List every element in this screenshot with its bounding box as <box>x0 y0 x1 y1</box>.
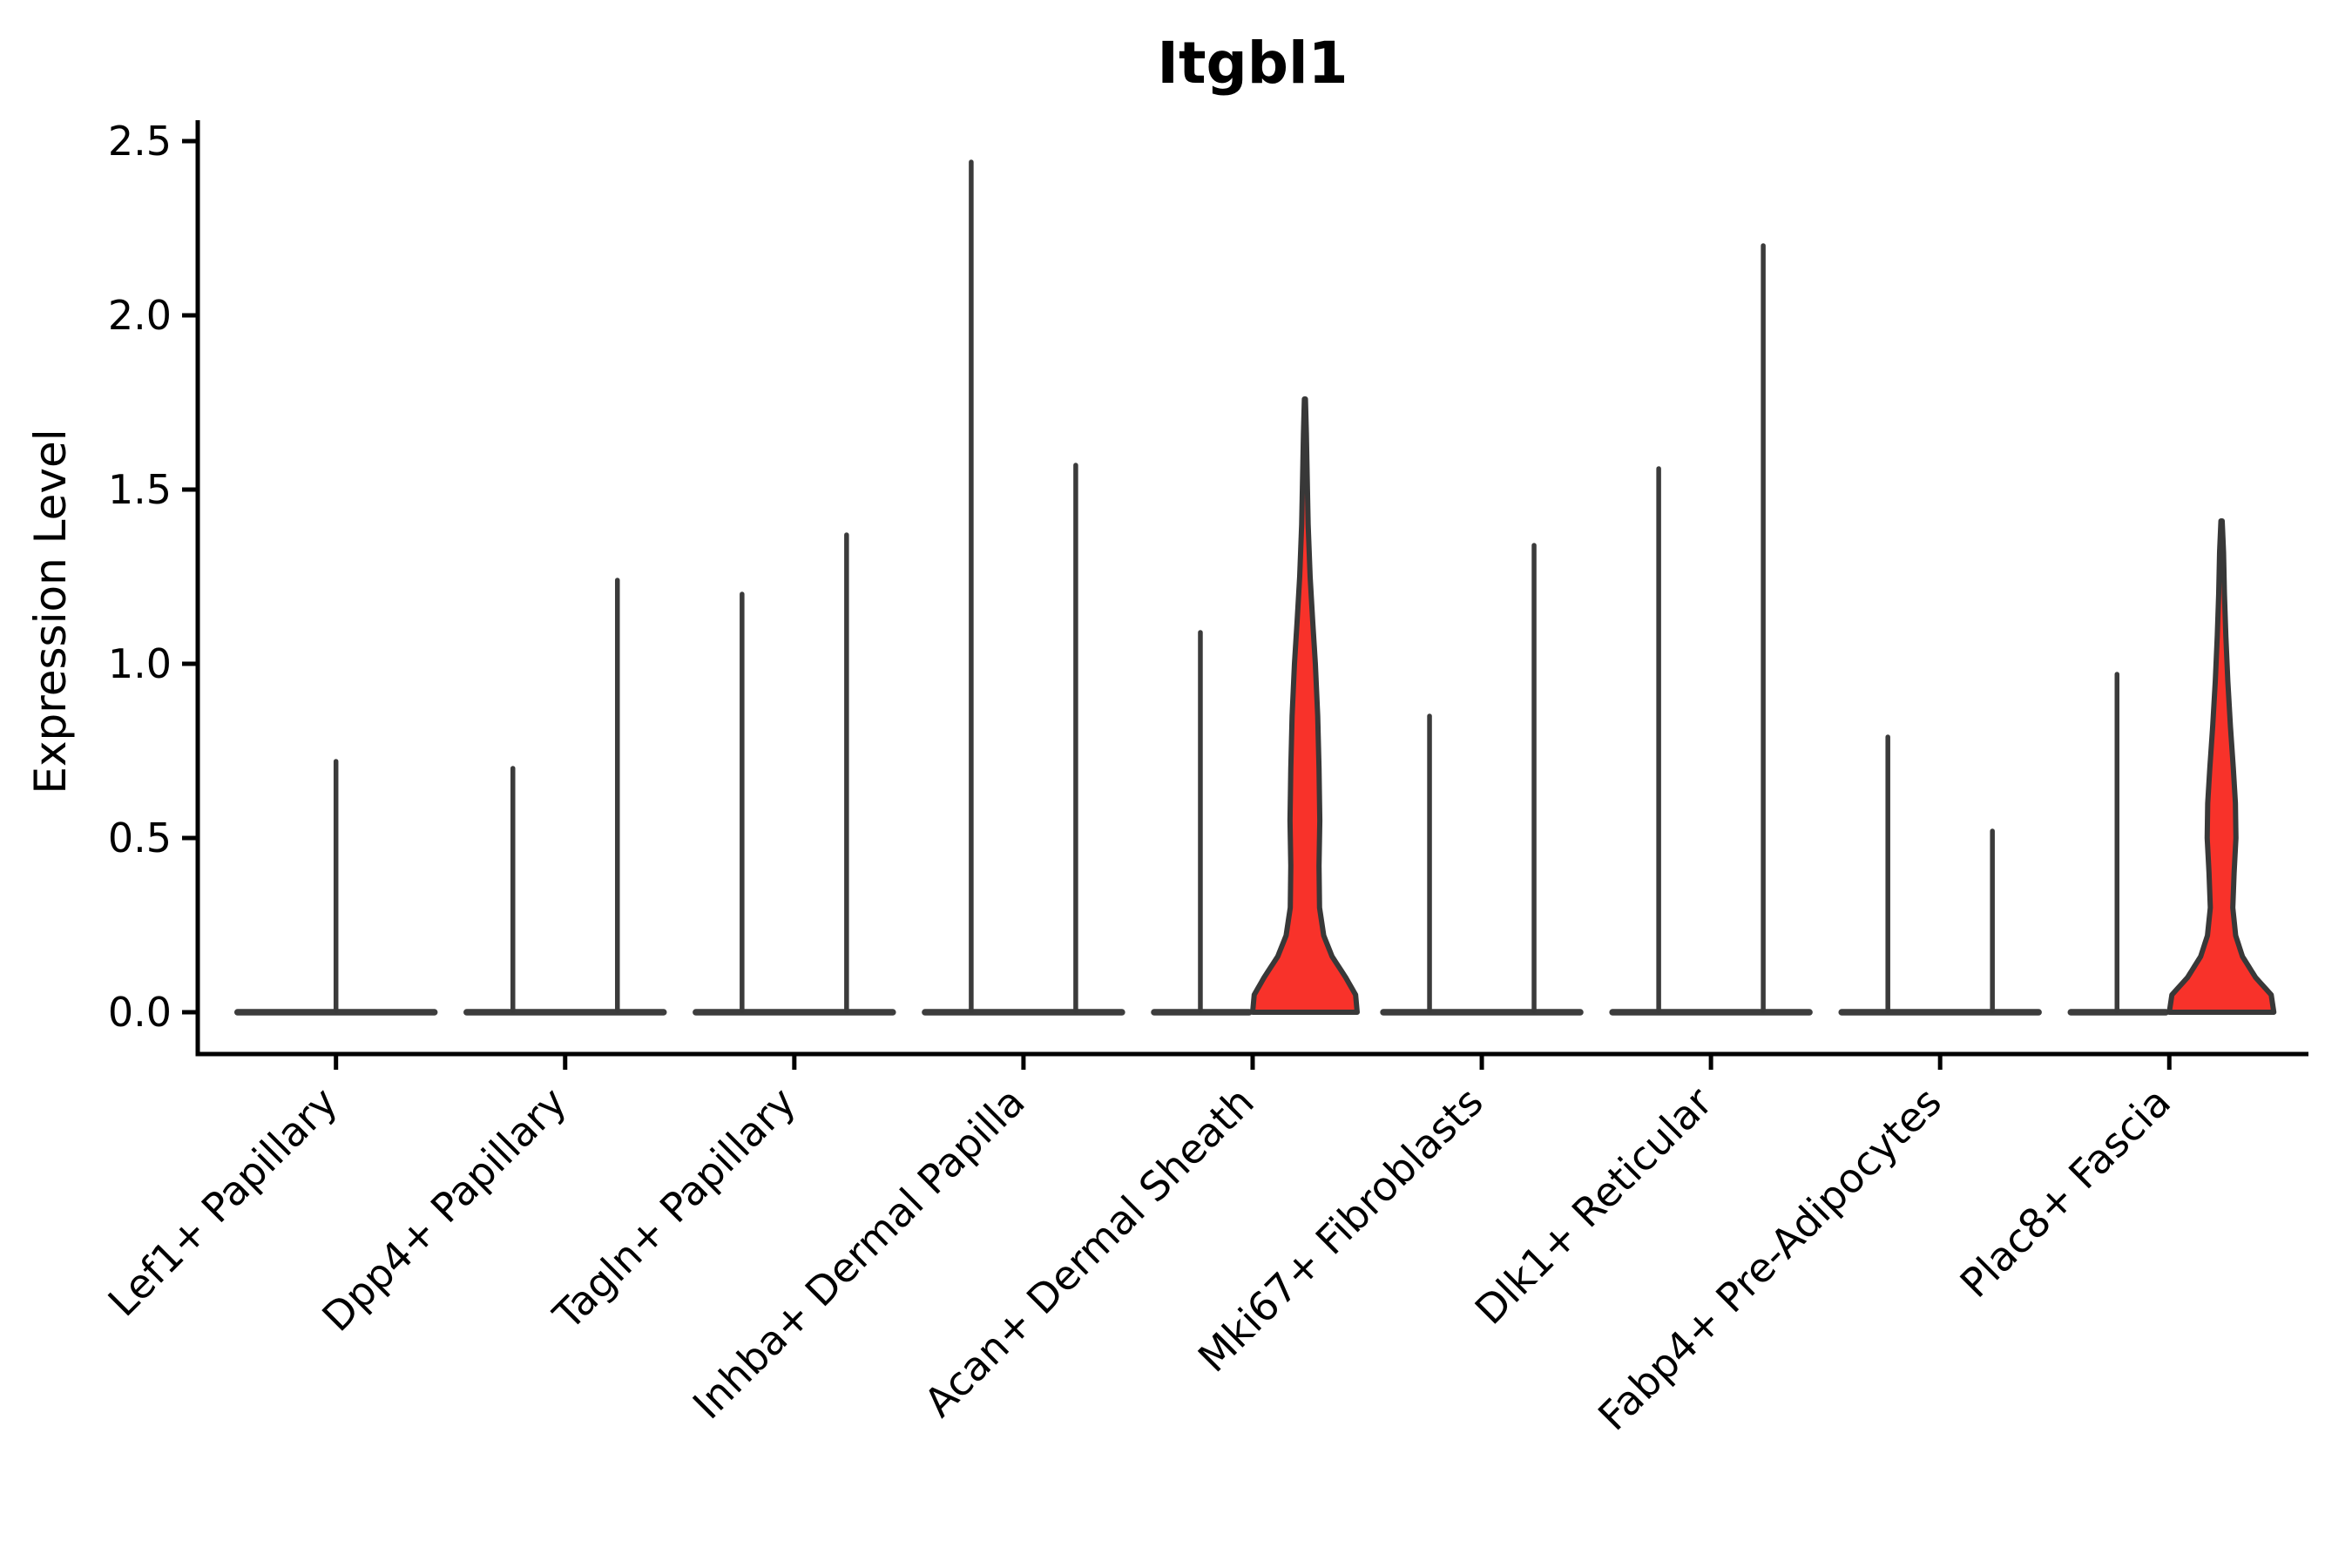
x-tick-label: Tagln+ Papillary <box>544 1078 805 1340</box>
chart-title: Itgbl1 <box>1157 30 1348 97</box>
x-tick-label: Plac8+ Fascia <box>1951 1078 2180 1307</box>
y-tick-label: 2.5 <box>108 118 172 165</box>
y-tick-label: 0.5 <box>108 814 172 862</box>
x-tick-label: Dlk1+ Reticular <box>1466 1078 1721 1334</box>
y-tick-label: 2.0 <box>108 292 172 339</box>
x-tick-label: Lef1+ Papillary <box>99 1078 347 1326</box>
y-tick-label: 0.0 <box>108 989 172 1036</box>
x-tick-label: Dpp4+ Papillary <box>313 1078 575 1341</box>
y-tick-label: 1.5 <box>108 466 172 513</box>
y-tick-label: 1.0 <box>108 640 172 687</box>
violin-kde-4-1 <box>1249 396 1360 1015</box>
violin-kde-8-1 <box>2166 518 2277 1015</box>
